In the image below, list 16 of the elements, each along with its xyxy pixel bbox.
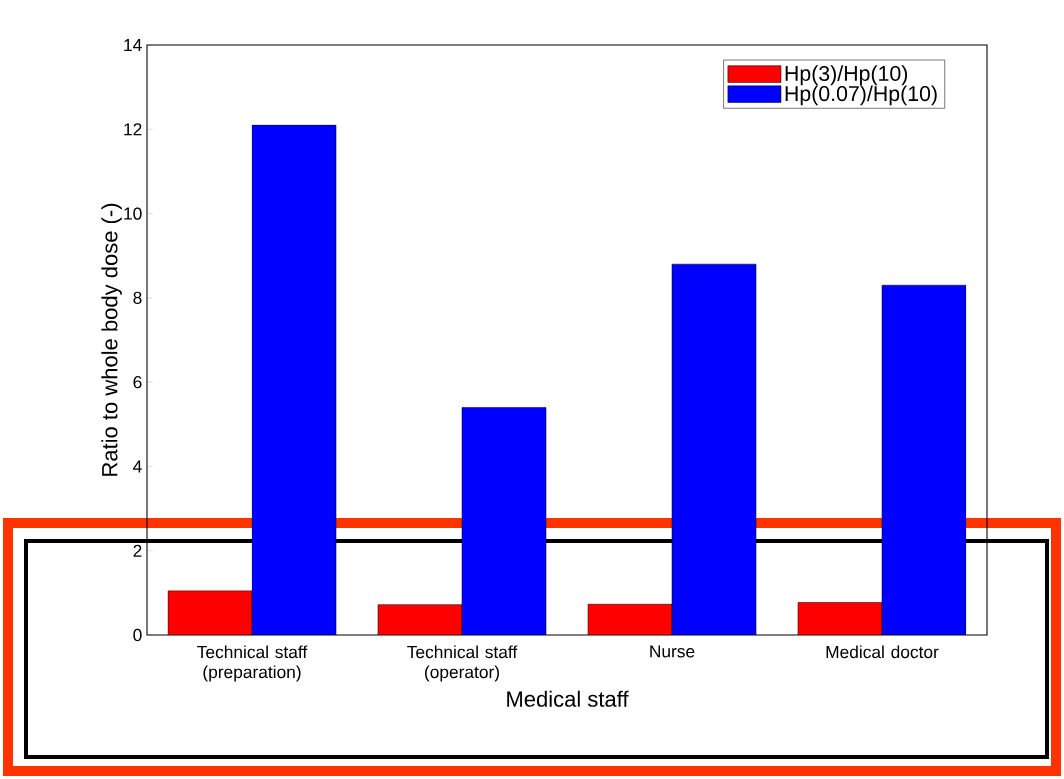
x-tick-label: Technical staff (operator) (407, 645, 518, 682)
y-tick-label: 2 (133, 544, 142, 557)
y-axis-title: Ratio to whole body dose (-) (101, 203, 122, 476)
x-tick-label: Technical staff (preparation) (197, 645, 308, 682)
y-tick-label: 10 (124, 207, 142, 220)
y-tick-label: 14 (124, 39, 142, 51)
legend-label: Hp(3)/Hp(10) (785, 65, 908, 86)
x-tick-label: Nurse (650, 645, 695, 658)
y-tick-label: 8 (133, 291, 142, 304)
y-tick-label: 4 (133, 460, 142, 473)
y-tick-label: 0 (133, 628, 142, 642)
x-axis-title: Medical staff (507, 690, 629, 707)
y-tick-label: 12 (124, 123, 142, 136)
x-tick-label: Medical doctor (826, 645, 939, 659)
legend-label: Hp(0.07)/Hp(10) (785, 85, 937, 106)
y-tick-label: 6 (133, 376, 142, 389)
